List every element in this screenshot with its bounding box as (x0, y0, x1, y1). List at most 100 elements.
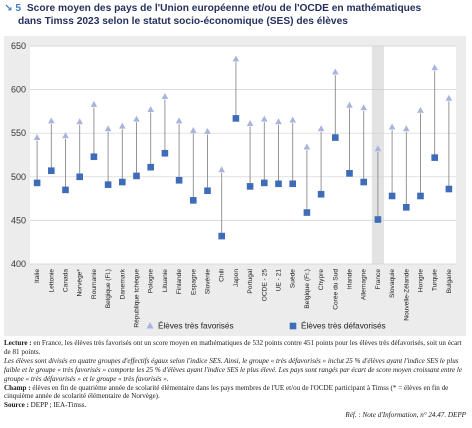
favorise-point (218, 166, 225, 173)
defavorise-point (360, 178, 367, 186)
y-tick-label: 450 (11, 215, 26, 225)
y-tick-label: 400 (11, 259, 26, 269)
favorise-point (431, 64, 438, 71)
x-tick-label: Espagne (190, 269, 197, 295)
x-tick-label: Norvège* (77, 269, 84, 297)
favorise-point (161, 92, 169, 99)
favorise-point (119, 122, 126, 129)
defavorise-point (417, 192, 424, 200)
favorise-point (190, 126, 197, 133)
favorise-point (289, 116, 296, 123)
favorise-point (332, 68, 339, 75)
x-tick-label: Belgique (Fr.) (304, 269, 311, 309)
favorise-point (204, 127, 211, 134)
defavorise-point (48, 167, 55, 174)
plot-area (30, 46, 456, 264)
defavorise-point (147, 163, 154, 171)
x-tick-label: Belgique (Fl.) (105, 269, 112, 308)
legend-favorise-label: Élèves très favorisés (158, 321, 234, 331)
defavorise-point (332, 134, 339, 141)
figure-number: 5 (15, 3, 22, 14)
figure-title-line1: Score moyen des pays de l'Union européen… (26, 3, 422, 14)
x-tick-label: Chypre (318, 269, 325, 291)
favorise-point (62, 132, 69, 139)
defavorise-point (261, 179, 268, 187)
x-tick-label: Hongrie (418, 269, 425, 292)
favorise-point (48, 117, 55, 124)
favorise-point (232, 55, 240, 62)
defavorise-point (246, 183, 254, 190)
defavorise-point (232, 115, 240, 122)
legend-defavorise-marker (289, 322, 297, 330)
defavorise-point (388, 192, 396, 200)
x-tick-label: Danemark (119, 268, 126, 299)
favorise-point (360, 104, 367, 111)
favorise-point (175, 117, 183, 124)
y-tick-label: 550 (11, 128, 26, 138)
defavorise-point (403, 204, 410, 211)
x-tick-label: OCDE - 25 (261, 269, 268, 302)
x-tick-label: Finlande (176, 269, 183, 295)
x-tick-label: Japon (233, 269, 240, 287)
favorise-point (403, 125, 410, 132)
legend-favorise-marker (146, 322, 154, 329)
defavorise-point (76, 173, 83, 181)
favorise-point (303, 143, 311, 150)
champ-label: Champ : (4, 383, 31, 392)
favorise-point (33, 133, 41, 140)
x-tick-label: Irlande (347, 269, 354, 289)
figure-title: ↘ 5 Score moyen des pays de l'Union euro… (4, 2, 464, 28)
x-tick-label: Roumanie (91, 269, 98, 299)
defavorise-point (204, 187, 211, 195)
x-tick-label: Nouvelle-Zélande (403, 269, 410, 321)
defavorise-point (133, 172, 140, 180)
defavorise-point (62, 186, 69, 194)
favorise-point (275, 118, 282, 125)
defavorise-point (346, 170, 353, 177)
figure-title-line2: dans Timss 2023 selon le statut socio-éc… (18, 16, 348, 27)
x-tick-label: Allemagne (361, 269, 368, 300)
defavorise-point (317, 190, 325, 198)
defavorise-point (161, 149, 169, 157)
x-tick-label: Turquie (432, 269, 439, 291)
x-tick-label: Canada (63, 269, 70, 292)
x-tick-label: République tchèque (134, 269, 141, 328)
x-tick-label: Italie (34, 269, 41, 283)
favorise-point (417, 106, 424, 113)
x-tick-label: Lituanie (162, 269, 169, 292)
favorise-point (133, 115, 140, 122)
defavorise-point (33, 179, 41, 187)
favorise-point (317, 125, 325, 132)
defavorise-point (303, 209, 311, 216)
defavorise-point (190, 197, 197, 204)
source-label: Source : (4, 401, 29, 410)
method-text: Les élèves sont divisés en quatre groupe… (4, 356, 463, 383)
defavorise-point (445, 185, 453, 193)
x-tick-label: Slovénie (205, 269, 212, 295)
favorise-point (76, 118, 83, 125)
defavorise-point (119, 178, 126, 186)
defavorise-point (374, 216, 382, 223)
figure-number-marker: ↘ 5 (4, 3, 22, 14)
figure-notes: Lecture : en France, les élèves très fav… (4, 339, 466, 420)
favorise-point (104, 125, 112, 132)
lecture-label: Lecture : (4, 339, 32, 347)
favorise-point (90, 100, 98, 107)
favorise-point (346, 101, 353, 108)
y-tick-label: 650 (11, 41, 26, 51)
x-tick-label: Chili (219, 268, 226, 281)
favorise-point (374, 145, 382, 152)
defavorise-point (104, 181, 112, 188)
x-tick-label: Bulgarie (446, 269, 453, 294)
reference-note: Réf. : Note d'Information, n° 24.47. DEP… (345, 411, 466, 420)
favorise-point (261, 115, 268, 122)
favorise-point (445, 94, 453, 101)
chart-panel: 400 450 500 550 600 650 Italie Lettonie Canada No… (4, 36, 466, 336)
favorise-point (147, 106, 154, 113)
y-tick-label: 600 (11, 85, 26, 95)
lecture-text: en France, les élèves très favorisés ont… (4, 339, 462, 356)
defavorise-point (431, 154, 438, 161)
x-tick-label: Suède (290, 269, 297, 288)
x-tick-label: Lettonie (48, 269, 55, 293)
defavorise-point (275, 180, 282, 188)
